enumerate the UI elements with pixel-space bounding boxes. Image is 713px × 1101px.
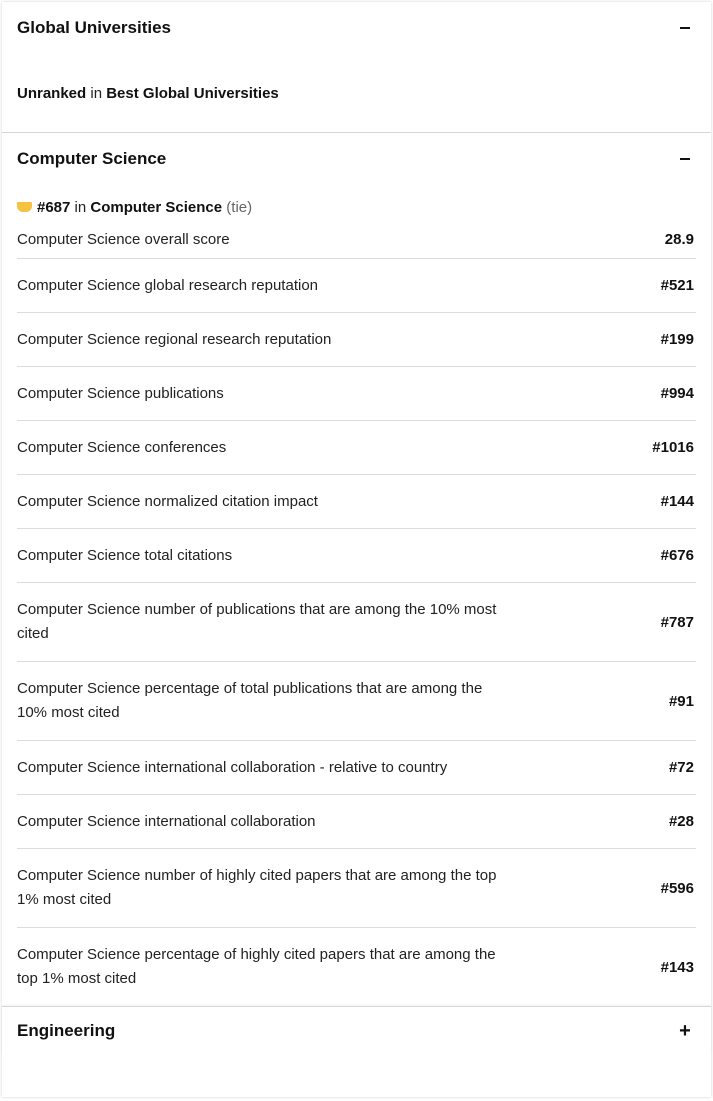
metric-value: #144 <box>660 493 694 510</box>
computer-science-body: #687 in Computer Science (tie) Computer … <box>2 193 711 1006</box>
metric-value: 28.9 <box>664 231 694 248</box>
metric-value: #676 <box>660 547 694 564</box>
cs-rank-number: #687 <box>37 198 71 216</box>
list-item: Computer Science overall score 28.9 <box>17 221 696 259</box>
metric-label: Computer Science percentage of total pub… <box>17 680 483 721</box>
computer-science-title: Computer Science <box>17 149 167 168</box>
list-item: Computer Science percentage of highly ci… <box>17 928 696 1006</box>
computer-science-section: Computer Science #687 in Computer Scienc… <box>2 133 711 1006</box>
list-item: Computer Science number of highly cited … <box>17 849 696 928</box>
list-item: Computer Science international collabora… <box>17 795 696 849</box>
metric-value: #787 <box>660 613 694 631</box>
metric-value: #28 <box>668 813 694 830</box>
computer-science-header[interactable]: Computer Science <box>2 133 711 185</box>
metric-label: Computer Science publications <box>17 384 224 402</box>
list-item: Computer Science normalized citation imp… <box>17 475 696 529</box>
metric-value: #1016 <box>652 439 694 456</box>
global-universities-section: Global Universities Unranked in Best Glo… <box>2 2 711 132</box>
list-item: Computer Science percentage of total pub… <box>17 662 696 741</box>
minus-icon[interactable] <box>675 18 695 38</box>
global-universities-header[interactable]: Global Universities <box>2 2 711 54</box>
cs-tie-label: (tie) <box>226 198 253 216</box>
plus-icon[interactable]: + <box>679 1020 691 1042</box>
global-universities-title: Global Universities <box>17 18 171 37</box>
list-item: Computer Science conferences #1016 <box>17 421 696 475</box>
cs-metrics-list: Computer Science overall score 28.9 Comp… <box>17 221 696 1006</box>
list-item: Computer Science global research reputat… <box>17 259 696 313</box>
metric-label: Computer Science number of publications … <box>17 601 497 642</box>
metric-label: Computer Science global research reputat… <box>17 276 319 294</box>
minus-icon[interactable] <box>675 149 695 169</box>
metric-label: Computer Science normalized citation imp… <box>17 492 318 510</box>
cs-subject-link[interactable]: Computer Science <box>90 198 223 216</box>
metric-value: #72 <box>668 759 694 776</box>
global-list-link[interactable]: Best Global Universities <box>106 84 279 102</box>
list-item: Computer Science number of publications … <box>17 583 696 662</box>
engineering-section: Engineering + <box>2 1006 711 1055</box>
list-item: Computer Science regional research reput… <box>17 313 696 367</box>
engineering-title: Engineering <box>17 1021 116 1040</box>
metric-value: #143 <box>660 958 694 976</box>
metric-label: Computer Science regional research reput… <box>17 330 332 348</box>
cs-in-word: in <box>74 198 87 216</box>
metric-label: Computer Science overall score <box>17 230 230 248</box>
list-item: Computer Science publications #994 <box>17 367 696 421</box>
metric-label: Computer Science total citations <box>17 546 233 564</box>
list-item: Computer Science total citations #676 <box>17 529 696 583</box>
metric-value: #521 <box>660 277 694 294</box>
metric-value: #199 <box>660 331 694 348</box>
global-universities-body: Unranked in Best Global Universities <box>2 54 711 132</box>
engineering-header[interactable]: Engineering + <box>2 1007 711 1055</box>
global-in-word: in <box>90 84 103 102</box>
cs-rank-line: #687 in Computer Science (tie) <box>17 193 696 221</box>
metric-label: Computer Science international collabora… <box>17 812 316 830</box>
global-rank-line: Unranked in Best Global Universities <box>17 85 279 102</box>
metric-value: #91 <box>668 692 694 710</box>
metric-label: Computer Science percentage of highly ci… <box>17 946 496 987</box>
global-rank-status: Unranked <box>17 84 87 102</box>
section-divider <box>2 132 711 133</box>
list-item: Computer Science international collabora… <box>17 741 696 795</box>
metric-value: #596 <box>660 879 694 897</box>
metric-label: Computer Science number of highly cited … <box>17 867 497 908</box>
metric-label: Computer Science conferences <box>17 438 227 456</box>
metric-value: #994 <box>660 385 694 402</box>
ranking-badge-icon <box>17 202 32 212</box>
metric-label: Computer Science international collabora… <box>17 758 448 776</box>
